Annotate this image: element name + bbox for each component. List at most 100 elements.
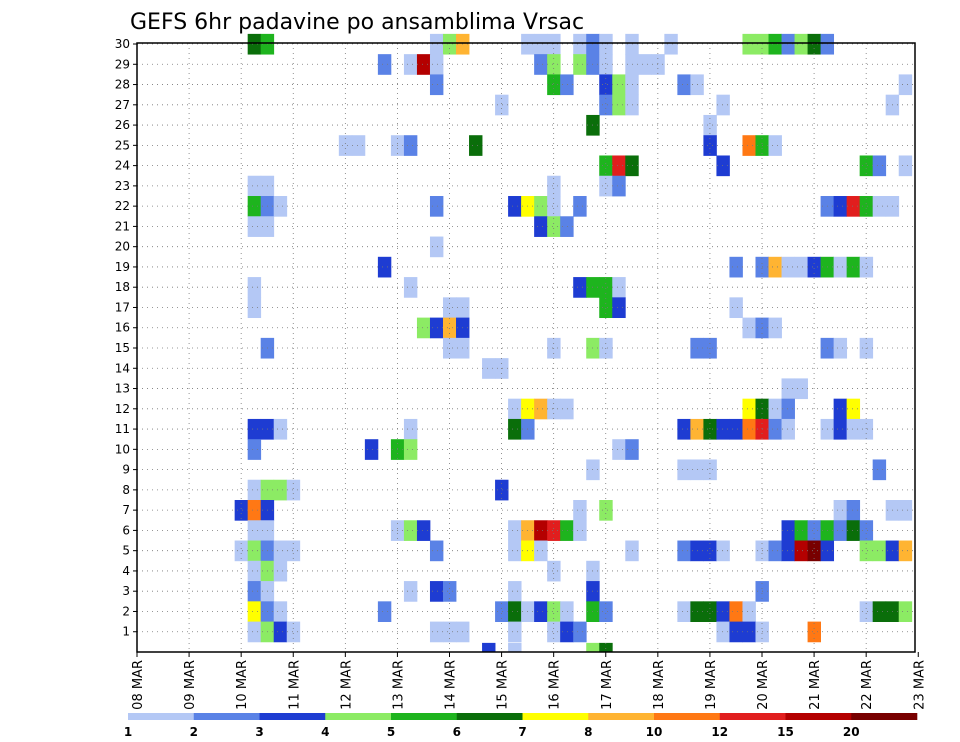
heatmap-cell <box>403 418 418 440</box>
heatmap-cell <box>247 601 262 623</box>
heatmap-cell <box>573 277 587 298</box>
y-tick-label: 20 <box>115 240 130 254</box>
heatmap-cell <box>273 479 288 501</box>
legend-label: 20 <box>843 725 860 739</box>
heatmap-cell <box>547 33 561 55</box>
y-tick-label: 23 <box>115 179 130 193</box>
heatmap-cell <box>599 155 613 177</box>
heatmap-cell <box>403 54 418 75</box>
heatmap-cell <box>547 560 561 582</box>
legend-label: 3 <box>255 725 263 739</box>
heatmap-cell <box>351 135 366 156</box>
x-tick-label: 19 MAR <box>704 660 719 710</box>
legend-swatch <box>456 713 523 720</box>
heatmap-cell <box>403 135 418 156</box>
y-tick-label: 18 <box>115 280 130 294</box>
heatmap-cell <box>781 540 795 562</box>
heatmap-cell <box>377 256 392 278</box>
heatmap-cell <box>846 500 861 521</box>
heatmap-cell <box>807 520 821 541</box>
heatmap-cell <box>859 520 874 541</box>
heatmap-cell <box>768 317 782 339</box>
heatmap-cell <box>872 540 887 562</box>
heatmap-cell <box>508 398 522 420</box>
heatmap-cell <box>846 520 861 541</box>
heatmap-cell <box>612 175 626 197</box>
heatmap-cell <box>560 621 574 643</box>
heatmap-cell <box>508 601 522 623</box>
heatmap-cell <box>508 520 522 541</box>
x-tick-label: 15 MAR <box>496 660 511 710</box>
heatmap-cell <box>247 439 262 460</box>
y-axis-ticks: 1234567891011121314151617181920212223242… <box>115 37 137 639</box>
heatmap-cell <box>416 54 431 75</box>
heatmap-cell <box>729 297 743 319</box>
heatmap-cell <box>638 54 652 75</box>
heatmap-cell <box>273 540 288 562</box>
heatmap-cell <box>599 33 613 55</box>
heatmap-cell <box>716 155 730 177</box>
heatmap-cell <box>859 540 874 562</box>
heatmap-cell <box>547 175 561 197</box>
heatmap-cell <box>794 256 808 278</box>
heatmap-cell <box>247 479 262 501</box>
legend-label: 4 <box>321 725 329 739</box>
heatmap-cell <box>482 358 496 379</box>
legend-swatch <box>785 713 852 720</box>
heatmap-cell <box>247 196 262 217</box>
y-tick-label: 14 <box>115 361 130 375</box>
x-tick-label: 20 MAR <box>756 660 771 710</box>
legend-label: 1 <box>124 725 132 739</box>
heatmap-cell <box>273 560 288 582</box>
y-tick-label: 1 <box>122 625 130 639</box>
x-tick-label: 08 MAR <box>131 660 146 710</box>
y-tick-label: 6 <box>122 523 130 537</box>
heatmap-cell <box>794 540 808 562</box>
heatmap-cell <box>612 74 626 96</box>
heatmap-cell <box>716 418 730 440</box>
heatmap-cell <box>742 601 756 623</box>
heatmap-cell <box>403 439 418 460</box>
heatmap-cell <box>781 256 795 278</box>
heatmap-cell <box>286 621 301 643</box>
heatmap-cell <box>599 94 613 116</box>
heatmap-cell <box>625 33 639 55</box>
heatmap-cell <box>781 418 795 440</box>
heatmap-cell <box>859 601 874 623</box>
heatmap-cell <box>612 297 626 319</box>
heatmap-cell <box>586 642 600 653</box>
heatmap-cell <box>534 216 548 237</box>
heatmap-cell <box>547 520 561 541</box>
heatmap-cell <box>403 277 418 298</box>
heatmap-cell <box>625 439 639 460</box>
heatmap-cell <box>781 398 795 420</box>
heatmap-cell <box>859 256 874 278</box>
x-tick-label: 14 MAR <box>444 660 459 710</box>
heatmap-cell <box>716 540 730 562</box>
y-tick-label: 17 <box>115 300 130 314</box>
heatmap-cell <box>364 439 379 460</box>
heatmap-cell <box>273 621 288 643</box>
heatmap-cell <box>338 135 353 156</box>
heatmap-cell <box>234 500 249 521</box>
heatmap-cell <box>547 601 561 623</box>
heatmap-cell <box>768 540 782 562</box>
heatmap-cell <box>560 601 574 623</box>
heatmap-cell <box>846 398 861 420</box>
heatmap-cell <box>625 54 639 75</box>
heatmap-cell <box>273 418 288 440</box>
heatmap-cell <box>534 520 548 541</box>
heatmap-cell <box>742 135 756 156</box>
y-tick-label: 22 <box>115 199 130 213</box>
heatmap-cell <box>703 540 717 562</box>
x-tick-label: 16 MAR <box>548 660 563 710</box>
heatmap-cell <box>508 196 522 217</box>
heatmap-cell <box>429 540 444 562</box>
heatmap-cell <box>794 520 808 541</box>
x-tick-label: 18 MAR <box>652 660 667 710</box>
legend-swatch <box>851 713 918 720</box>
heatmap-cell <box>872 155 887 177</box>
x-tick-label: 09 MAR <box>183 660 198 710</box>
heatmap-cell <box>247 216 262 237</box>
heatmap-cell <box>742 621 756 643</box>
